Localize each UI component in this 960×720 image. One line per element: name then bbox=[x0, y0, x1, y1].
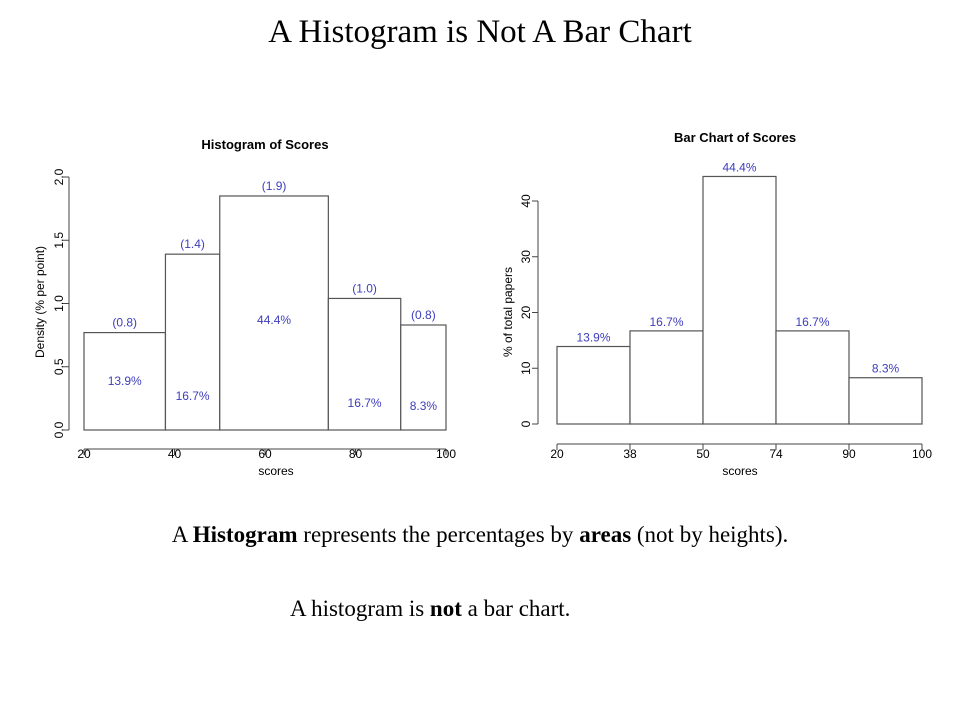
histogram-title: Histogram of Scores bbox=[201, 137, 328, 152]
histogram-chart: Histogram of Scores scores Density (% pe… bbox=[33, 137, 456, 478]
histogram-x-tick-label: 60 bbox=[258, 447, 272, 461]
histogram-y-tick-label: 0.0 bbox=[52, 421, 66, 438]
bar-chart-x-tick-label: 74 bbox=[769, 447, 783, 461]
bar-chart-x-tick-label: 100 bbox=[912, 447, 932, 461]
histogram-x-tick-label: 40 bbox=[168, 447, 182, 461]
bar-chart-value-label: 44.4% bbox=[722, 160, 756, 174]
histogram-density-label: (0.8) bbox=[411, 308, 436, 322]
bar-chart-y-tick-label: 40 bbox=[519, 194, 533, 208]
bar-chart-xlabel: scores bbox=[722, 464, 757, 478]
histogram-percent-label: 16.7% bbox=[348, 396, 382, 410]
histogram-y-tick-label: 2.0 bbox=[52, 168, 66, 185]
line2-bold-not: not bbox=[429, 596, 462, 621]
histogram-bar bbox=[164, 253, 221, 431]
line1-bold-histogram: Histogram bbox=[192, 522, 298, 547]
histogram-x-tick-label: 100 bbox=[436, 447, 456, 461]
histogram-percent-label: 16.7% bbox=[176, 389, 210, 403]
bar-chart-y-tick-label: 0 bbox=[519, 420, 533, 427]
histogram-definition-text: A Histogram represents the percentages b… bbox=[0, 522, 960, 548]
bar-chart-title: Bar Chart of Scores bbox=[674, 130, 796, 145]
bar-chart-bar bbox=[775, 330, 850, 425]
histogram-x-tick-label: 20 bbox=[77, 447, 91, 461]
bar-chart-x-tick-label: 50 bbox=[696, 447, 710, 461]
bar-chart-value-label: 16.7% bbox=[795, 315, 829, 329]
histogram-x-tick-label: 80 bbox=[349, 447, 363, 461]
bar-chart-value-label: 8.3% bbox=[872, 362, 900, 376]
histogram-bar bbox=[400, 324, 447, 431]
histogram-density-label: (1.4) bbox=[180, 237, 205, 251]
bar-chart-x-tick-label: 20 bbox=[550, 447, 564, 461]
bar-chart-y-tick-label: 20 bbox=[519, 306, 533, 320]
histogram-xlabel: scores bbox=[258, 464, 293, 478]
bar-chart-y-tick-label: 30 bbox=[519, 250, 533, 264]
bar-chart-value-label: 16.7% bbox=[649, 315, 683, 329]
bar-chart-x-tick-label: 90 bbox=[842, 447, 856, 461]
line2-part2: a bar chart. bbox=[461, 596, 571, 621]
line1-part1: A bbox=[171, 522, 193, 547]
histogram-bar bbox=[327, 297, 402, 431]
line1-bold-areas: areas bbox=[579, 522, 632, 547]
histogram-bar bbox=[219, 195, 329, 431]
histogram-y-tick-label: 0.5 bbox=[52, 358, 66, 375]
bar-chart-bar bbox=[702, 175, 777, 425]
not-bar-chart-text: A histogram is not a bar chart. bbox=[290, 596, 570, 622]
histogram-y-tick-label: 1.0 bbox=[52, 295, 66, 312]
bar-chart-bar bbox=[848, 377, 923, 425]
histogram-density-label: (1.9) bbox=[262, 179, 287, 193]
bar-chart-bar bbox=[629, 330, 704, 425]
bar-chart-x-tick-label: 38 bbox=[623, 447, 637, 461]
bar-chart-bar bbox=[556, 345, 631, 425]
line2-part1: A histogram is bbox=[290, 596, 430, 621]
histogram-percent-label: 13.9% bbox=[108, 374, 142, 388]
line1-part3: (not by heights). bbox=[631, 522, 789, 547]
histogram-density-label: (0.8) bbox=[112, 316, 137, 330]
line1-part2: represents the percentages by bbox=[297, 522, 580, 547]
histogram-percent-label: 8.3% bbox=[410, 399, 438, 413]
bar-chart-value-label: 13.9% bbox=[576, 331, 610, 345]
histogram-ylabel: Density (% per point) bbox=[33, 246, 47, 358]
bar-chart-y-tick-label: 10 bbox=[519, 361, 533, 375]
bar-chart-ylabel: % of total papers bbox=[501, 267, 515, 357]
histogram-percent-label: 44.4% bbox=[257, 313, 291, 327]
histogram-y-tick-label: 1.5 bbox=[52, 232, 66, 249]
histogram-bar bbox=[83, 331, 167, 431]
slide-title: A Histogram is Not A Bar Chart bbox=[268, 14, 692, 50]
histogram-density-label: (1.0) bbox=[352, 281, 377, 295]
bar-chart: Bar Chart of Scores scores % of total pa… bbox=[501, 130, 932, 478]
